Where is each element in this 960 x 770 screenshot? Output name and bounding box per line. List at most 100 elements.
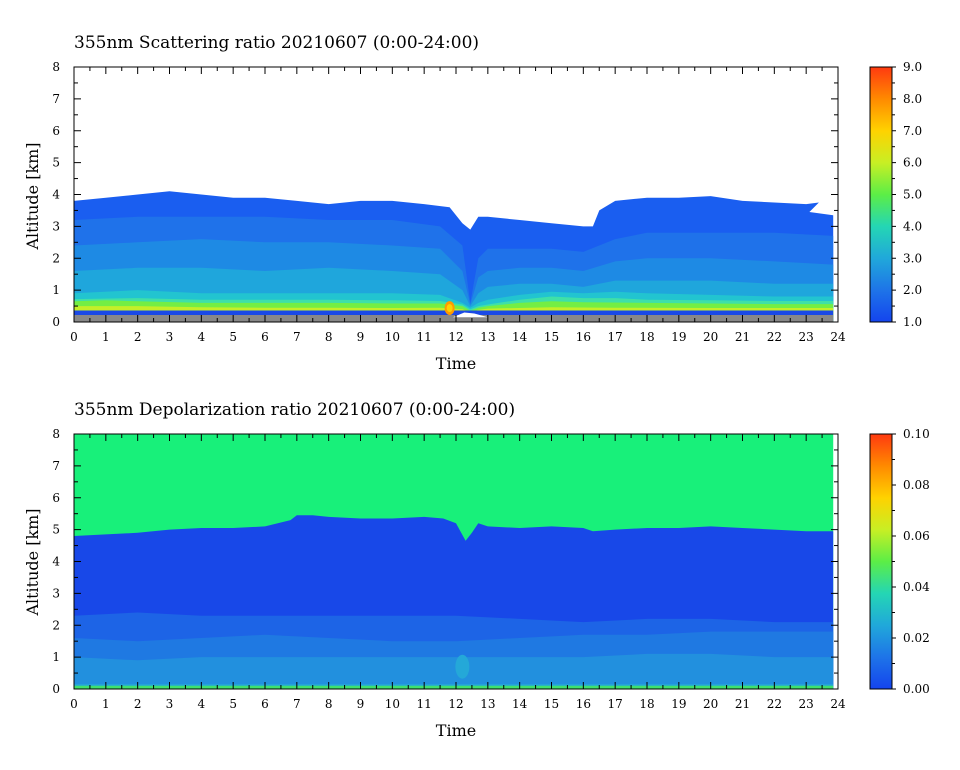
- x-tick-label: 24: [830, 330, 846, 344]
- x-tick-label: 1: [102, 697, 110, 711]
- x-tick-label: 6: [261, 330, 269, 344]
- y-tick-label: 0: [52, 682, 60, 696]
- x-tick-label: 15: [544, 697, 559, 711]
- colorbar-tick-label: 5.0: [903, 188, 922, 202]
- heatmap-layers: [74, 434, 834, 689]
- heatmap-layers: [74, 191, 834, 322]
- colorbar-tick-label: 9.0: [903, 60, 922, 74]
- contour-layer-3: [74, 653, 834, 689]
- x-tick-label: 11: [417, 330, 432, 344]
- x-tick-label: 18: [639, 330, 654, 344]
- y-tick-label: 0: [52, 315, 60, 329]
- x-tick-label: 20: [703, 330, 718, 344]
- colorbar-ticks: 0.00 0.02 0.04 0.06 0.08 0.10: [892, 427, 930, 696]
- colorbar-tick-label: 0.08: [903, 478, 930, 492]
- y-tick-label: 1: [52, 650, 60, 664]
- x-tick-label: 9: [357, 330, 365, 344]
- x-tick-label: 6: [261, 697, 269, 711]
- y-tick-label: 3: [52, 219, 60, 233]
- y-axis-label: Altitude [km]: [23, 508, 42, 616]
- colorbar-tick-label: 0.06: [903, 529, 930, 543]
- x-tick-label: 15: [544, 330, 559, 344]
- x-tick-label: 13: [480, 697, 495, 711]
- depolarization-ratio-panel: 355nm Depolarization ratio 20210607 (0:0…: [23, 400, 930, 740]
- x-tick-label: 21: [735, 697, 750, 711]
- y-tick-label: 4: [52, 555, 60, 569]
- y-tick-label: 8: [52, 427, 60, 441]
- x-tick-label: 8: [325, 330, 333, 344]
- x-tick-label: 19: [671, 697, 686, 711]
- x-tick-label: 16: [576, 697, 591, 711]
- x-tick-label: 21: [735, 330, 750, 344]
- x-tick-label: 10: [385, 330, 400, 344]
- y-axis: 0 1 2 3 4 5 6 7 8: [52, 60, 838, 329]
- y-tick-label: 3: [52, 586, 60, 600]
- x-tick-label: 0: [70, 330, 78, 344]
- x-tick-label: 2: [134, 330, 142, 344]
- y-tick-label: 5: [52, 156, 60, 170]
- x-tick-label: 16: [576, 330, 591, 344]
- y-tick-label: 2: [52, 251, 60, 265]
- peak-core: [446, 304, 453, 313]
- x-tick-label: 17: [608, 697, 623, 711]
- contour-layer-9: [74, 315, 834, 322]
- x-tick-label: 22: [767, 330, 782, 344]
- x-tick-label: 5: [229, 697, 237, 711]
- x-tick-label: 14: [512, 697, 528, 711]
- x-tick-label: 5: [229, 330, 237, 344]
- y-tick-label: 6: [52, 491, 60, 505]
- x-tick-label: 23: [799, 330, 814, 344]
- colorbar-tick-label: 8.0: [903, 92, 922, 106]
- x-axis: 0 1 2 3 4 5 6 7 8 9 10 11 12 13 14 15 16 17 18 19 20 21 22 23 24: [70, 434, 846, 711]
- missing-data-gap: [452, 312, 488, 318]
- x-tick-label: 18: [639, 697, 654, 711]
- colorbar: [869, 433, 893, 690]
- colorbar: [869, 66, 893, 323]
- x-tick-label: 12: [448, 697, 463, 711]
- y-tick-label: 6: [52, 124, 60, 138]
- colorbar-tick-label: 2.0: [903, 283, 922, 297]
- x-tick-label: 24: [830, 697, 846, 711]
- colorbar-tick-label: 0.10: [903, 427, 930, 441]
- colorbar-tick-label: 7.0: [903, 124, 922, 138]
- contour-layer-5: [74, 685, 834, 689]
- x-axis: 0 1 2 3 4 5 6 7 8 9 10 11 12 13 14 15 16 17 18 19 20 21 22 23 24: [70, 67, 846, 344]
- x-tick-label: 3: [166, 330, 174, 344]
- colorbar-tick-label: 1.0: [903, 315, 922, 329]
- bump-feature: [455, 654, 470, 679]
- colorbar-tick-label: 3.0: [903, 251, 922, 265]
- colorbar-ticks: 1.0 2.0 3.0 4.0 5.0 6.0 7.0 8.0 9.0: [892, 60, 922, 329]
- colorbar-tick-label: 0.02: [903, 631, 930, 645]
- x-tick-label: 0: [70, 697, 78, 711]
- x-axis-label: Time: [436, 354, 476, 373]
- x-tick-label: 4: [198, 330, 206, 344]
- x-axis-label: Time: [436, 721, 476, 740]
- x-tick-label: 19: [671, 330, 686, 344]
- x-tick-label: 12: [448, 330, 463, 344]
- x-tick-label: 2: [134, 697, 142, 711]
- x-tick-label: 23: [799, 697, 814, 711]
- x-tick-label: 10: [385, 697, 400, 711]
- y-tick-label: 8: [52, 60, 60, 74]
- y-tick-label: 7: [52, 459, 60, 473]
- y-axis: 0 1 2 3 4 5 6 7 8: [52, 427, 838, 696]
- y-tick-label: 4: [52, 188, 60, 202]
- y-tick-label: 2: [52, 618, 60, 632]
- x-tick-label: 1: [102, 330, 110, 344]
- y-tick-label: 5: [52, 523, 60, 537]
- y-axis-label: Altitude [km]: [23, 142, 42, 250]
- x-tick-label: 14: [512, 330, 528, 344]
- scattering-ratio-panel: 355nm Scattering ratio 20210607 (0:00-24…: [23, 33, 922, 373]
- x-tick-label: 8: [325, 697, 333, 711]
- x-tick-label: 17: [608, 330, 623, 344]
- colorbar-tick-label: 0.04: [903, 580, 930, 594]
- colorbar-tick-label: 4.0: [903, 219, 922, 233]
- chart-title: 355nm Depolarization ratio 20210607 (0:0…: [74, 400, 515, 420]
- x-tick-label: 11: [417, 697, 432, 711]
- x-tick-label: 9: [357, 697, 365, 711]
- x-tick-label: 4: [198, 697, 206, 711]
- x-tick-label: 3: [166, 697, 174, 711]
- x-tick-label: 13: [480, 330, 495, 344]
- y-tick-label: 7: [52, 92, 60, 106]
